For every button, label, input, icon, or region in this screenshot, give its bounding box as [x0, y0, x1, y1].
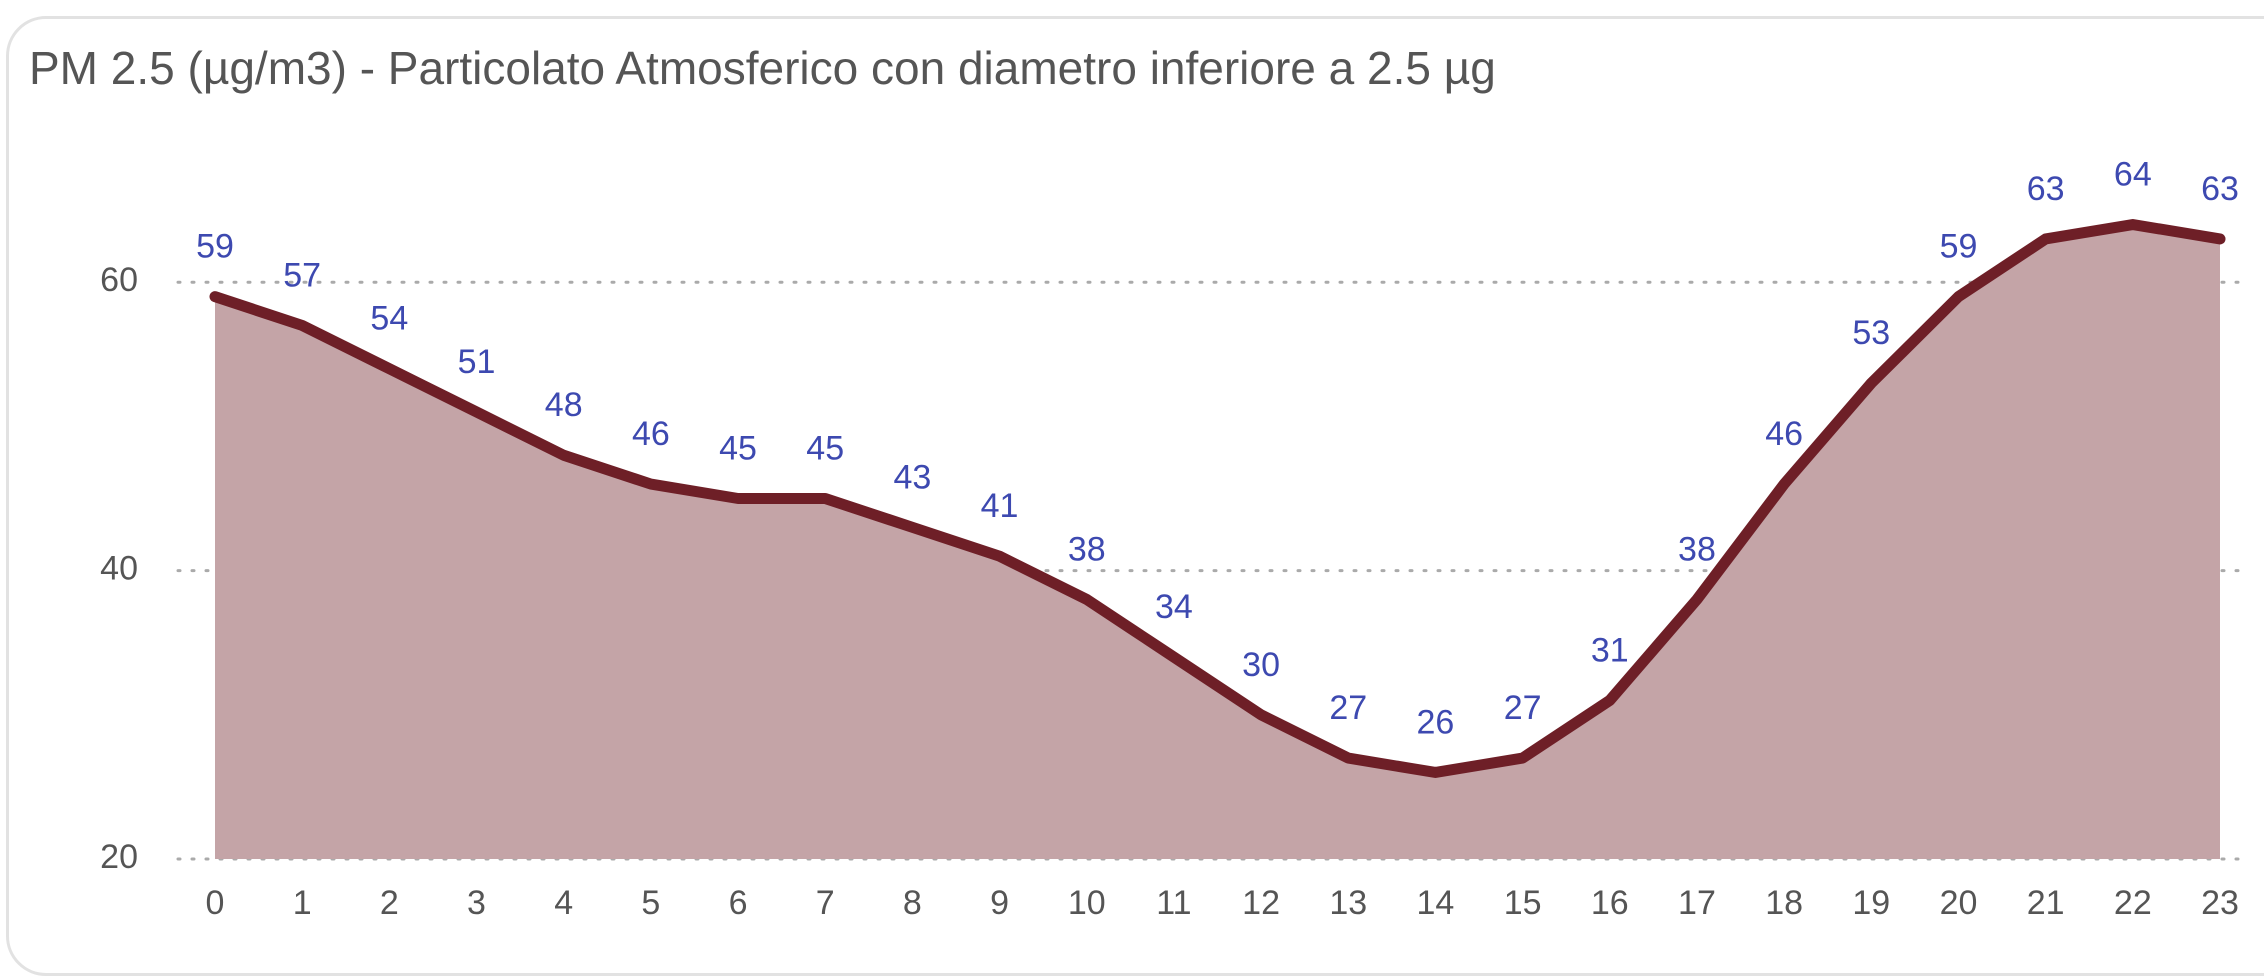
x-tick-label: 11 [1156, 884, 1191, 922]
x-tick-label: 19 [1852, 884, 1890, 922]
y-tick-label: 20 [100, 838, 138, 876]
x-tick-label: 15 [1504, 884, 1542, 922]
x-tick-label: 6 [729, 884, 748, 922]
line [209, 219, 2226, 778]
x-tick-label: 12 [1242, 884, 1280, 922]
data-label: 54 [370, 300, 408, 338]
x-tick-label: 20 [1940, 884, 1978, 922]
data-label: 46 [632, 415, 670, 453]
data-label: 46 [1765, 415, 1803, 453]
data-label: 45 [719, 429, 757, 467]
x-tick-label: 17 [1678, 884, 1716, 922]
x-tick-label: 14 [1417, 884, 1455, 922]
data-label: 26 [1417, 703, 1455, 741]
data-label: 51 [458, 343, 496, 381]
data-label: 63 [2201, 170, 2239, 208]
x-tick-label: 7 [816, 884, 835, 922]
data-label: 45 [806, 429, 844, 467]
x-tick-label: 18 [1765, 884, 1803, 922]
data-label: 41 [981, 487, 1019, 525]
data-label: 43 [893, 458, 931, 496]
x-tick-label: 2 [380, 884, 399, 922]
data-label: 27 [1504, 689, 1542, 727]
x-tick-label: 0 [206, 884, 225, 922]
data-label: 34 [1155, 588, 1193, 626]
data-label: 30 [1242, 646, 1280, 684]
chart-title: PM 2.5 (µg/m3) - Particolato Atmosferico… [29, 42, 1496, 94]
x-tick-label: 16 [1591, 884, 1629, 922]
x-tick-label: 3 [467, 884, 486, 922]
data-label: 38 [1678, 530, 1716, 568]
chart: PM 2.5 (µg/m3) - Particolato Atmosferico… [29, 42, 2252, 922]
y-tick-label: 60 [100, 261, 138, 299]
data-label: 57 [283, 256, 321, 294]
data-label: 27 [1329, 689, 1367, 727]
data-label: 59 [1940, 228, 1978, 266]
x-tick-label: 22 [2114, 884, 2152, 922]
page: {"chart_data": {"type": "area", "title":… [6, 16, 2264, 976]
data-label: 31 [1591, 631, 1629, 669]
data-label: 53 [1852, 314, 1890, 352]
x-tick-label: 9 [990, 884, 1009, 922]
data-label: 64 [2114, 156, 2152, 194]
x-tick-label: 21 [2027, 884, 2065, 922]
data-label: 38 [1068, 530, 1106, 568]
x-tick-label: 13 [1329, 884, 1367, 922]
data-label: 48 [545, 386, 583, 424]
x-tick-label: 23 [2201, 884, 2239, 922]
data-label: 59 [196, 228, 234, 266]
x-tick-label: 8 [903, 884, 922, 922]
x-tick-label: 4 [554, 884, 573, 922]
x-tick-label: 10 [1068, 884, 1106, 922]
data-label: 63 [2027, 170, 2065, 208]
x-tick-label: 5 [641, 884, 660, 922]
y-tick-label: 40 [100, 550, 138, 588]
x-tick-label: 1 [293, 884, 312, 922]
area [215, 224, 2220, 859]
